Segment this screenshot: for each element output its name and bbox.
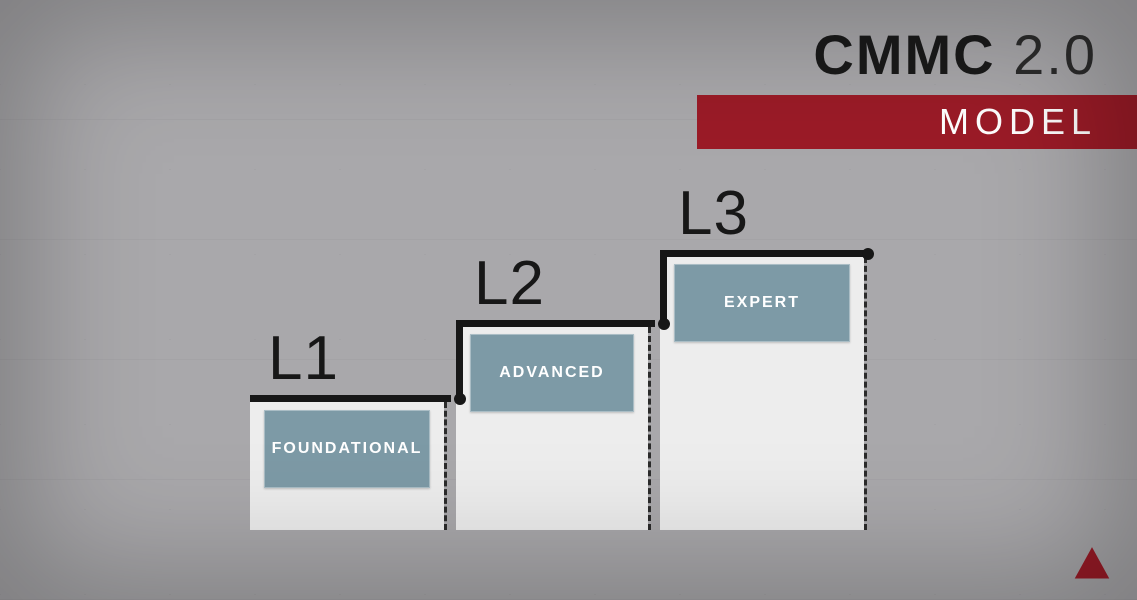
- riser-L3: [660, 250, 667, 327]
- dash-right-L2: [648, 327, 651, 530]
- level-label-L1: L1: [268, 323, 339, 394]
- badge-L1: FOUNDATIONAL: [264, 410, 430, 488]
- corner-dot-L2: [454, 393, 466, 405]
- step-top-L3: [660, 250, 871, 257]
- badge-L2: ADVANCED: [470, 334, 634, 412]
- brand-logo-icon: [1065, 532, 1119, 586]
- step-top-L1: [250, 395, 451, 402]
- badge-L3: EXPERT: [674, 264, 850, 342]
- dash-right-L1: [444, 402, 447, 530]
- level-label-L2: L2: [474, 248, 545, 319]
- corner-dot-L3: [658, 318, 670, 330]
- riser-L2: [456, 320, 463, 402]
- step-top-L2: [456, 320, 655, 327]
- level-label-L3: L3: [678, 178, 749, 249]
- step-chart: FOUNDATIONAL L1 ADVANCED L2 EXPERT L3: [0, 0, 1137, 600]
- end-dot: [862, 248, 874, 260]
- dash-right-L3: [864, 257, 867, 530]
